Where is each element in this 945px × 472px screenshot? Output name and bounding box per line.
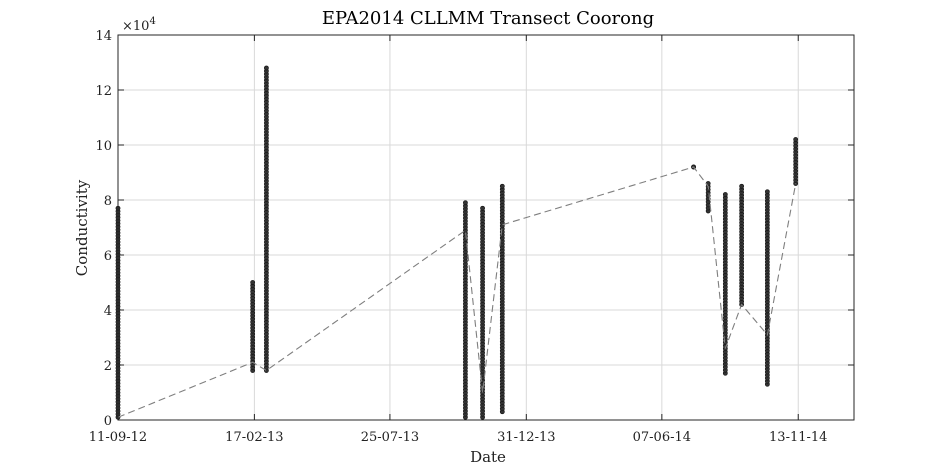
x-tick-label: 31-12-13 bbox=[497, 430, 555, 445]
y-tick-label: 2 bbox=[104, 359, 112, 374]
data-point bbox=[480, 205, 485, 211]
y-tick-label: 12 bbox=[95, 84, 112, 99]
data-point bbox=[739, 183, 745, 189]
y-axis-label: Conductivity bbox=[73, 179, 91, 276]
data-point bbox=[499, 183, 505, 189]
y-tick-label: 6 bbox=[104, 249, 112, 264]
x-tick-label: 11-09-12 bbox=[89, 430, 147, 445]
data-layer bbox=[115, 65, 799, 420]
y-tick-label: 0 bbox=[104, 414, 112, 429]
y-tick-label: 8 bbox=[104, 194, 112, 209]
data-point bbox=[764, 189, 770, 195]
data-point bbox=[264, 65, 269, 71]
y-exponent-base: ×10 bbox=[122, 19, 149, 34]
x-tick-label: 17-02-13 bbox=[225, 430, 283, 445]
data-point bbox=[722, 192, 728, 197]
axes: 11-09-12 17-02-13 25-07-13 31-12-13 07-06-14… bbox=[89, 29, 854, 445]
y-tick-label: 10 bbox=[95, 139, 112, 154]
y-tick-label: 14 bbox=[95, 29, 112, 44]
x-tick-label: 07-06-14 bbox=[633, 430, 691, 445]
data-point bbox=[463, 200, 468, 206]
y-exponent-label: ×104 bbox=[122, 16, 156, 34]
x-axis-label: Date bbox=[470, 448, 506, 466]
plot-frame bbox=[117, 34, 855, 421]
x-tick-label: 13-11-14 bbox=[769, 430, 827, 445]
y-exponent-power: 4 bbox=[149, 16, 155, 27]
data-point bbox=[250, 280, 256, 285]
y-tick-label: 4 bbox=[104, 304, 112, 319]
chart-title: EPA2014 CLLMM Transect Coorong bbox=[322, 8, 654, 29]
data-point bbox=[793, 137, 799, 142]
trend-dashed-line bbox=[117, 166, 797, 418]
x-tick-label: 25-07-13 bbox=[361, 430, 419, 445]
